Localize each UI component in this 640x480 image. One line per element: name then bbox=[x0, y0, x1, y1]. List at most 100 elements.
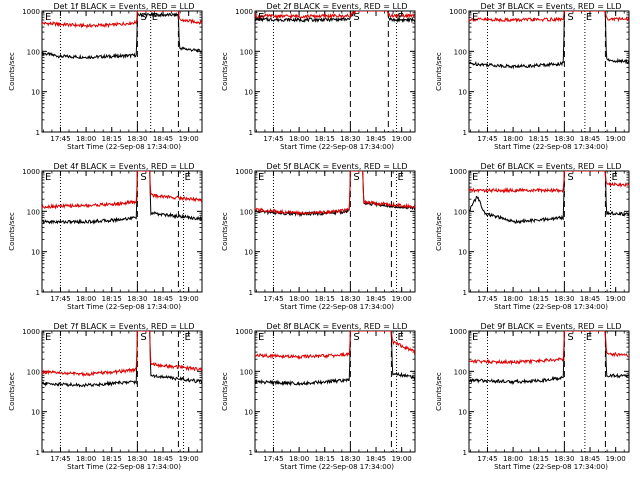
chart-6-series-lld bbox=[469, 171, 629, 194]
chart-6-marker-label: S bbox=[567, 172, 573, 183]
chart-3-x-tick-label: 18:00 bbox=[503, 135, 523, 143]
chart-9-title: Det 9f BLACK = Events, RED = LLD bbox=[480, 322, 621, 331]
chart-8-plot-frame bbox=[254, 330, 416, 453]
chart-9-y-tick-label: 10 bbox=[458, 409, 467, 417]
chart-2-title: Det 2f BLACK = Events, RED = LLD bbox=[266, 2, 407, 11]
chart-7-marker-label: E bbox=[185, 332, 191, 343]
chart-1-series-events bbox=[42, 11, 202, 60]
chart-3-y-tick-label: 1000 bbox=[449, 8, 467, 16]
chart-3-series-events bbox=[469, 11, 629, 70]
chart-9-marker-label: S bbox=[567, 332, 573, 343]
chart-9-y-tick-label: 1 bbox=[463, 449, 467, 457]
chart-5-x-tick-label: 18:15 bbox=[315, 295, 335, 303]
chart-1-x-tick-label: 18:00 bbox=[76, 135, 96, 143]
chart-4-y-tick-label: 10 bbox=[31, 249, 40, 257]
chart-6-y-tick-label: 1 bbox=[463, 289, 467, 297]
chart-7-marker-label: S bbox=[140, 332, 146, 343]
chart-2-y-tick-label: 1 bbox=[249, 129, 253, 137]
chart-2-marker-label: S bbox=[353, 12, 359, 23]
chart-7-x-axis-label: Start Time (22-Sep-08 17:34:00) bbox=[67, 463, 181, 471]
chart-panel-9: Det 9f BLACK = Events, RED = LLD 1 10 100 10… bbox=[435, 322, 630, 471]
chart-7-x-tick-label: 18:30 bbox=[127, 455, 147, 463]
chart-6-marker-label: E bbox=[612, 172, 618, 183]
chart-3-x-axis-label: Start Time (22-Sep-08 17:34:00) bbox=[494, 143, 608, 151]
chart-5-x-tick-label: 19:00 bbox=[392, 295, 412, 303]
chart-1-x-tick-label: 19:00 bbox=[179, 135, 199, 143]
chart-4-x-tick-label: 19:00 bbox=[179, 295, 199, 303]
chart-2-y-axis-label: Counts/sec bbox=[221, 52, 229, 91]
chart-6-x-axis-label: Start Time (22-Sep-08 17:34:00) bbox=[494, 303, 608, 311]
chart-1-y-tick-label: 1 bbox=[36, 129, 40, 137]
chart-9-x-tick-label: 17:45 bbox=[477, 455, 497, 463]
chart-6-title: Det 6f BLACK = Events, RED = LLD bbox=[480, 162, 621, 171]
chart-4-x-tick-label: 17:45 bbox=[50, 295, 70, 303]
chart-9-marker-label: E bbox=[586, 332, 592, 343]
chart-9-plot-frame bbox=[468, 330, 630, 453]
chart-5-marker-label: E bbox=[398, 172, 404, 183]
chart-4-x-tick-label: 18:00 bbox=[76, 295, 96, 303]
chart-7-y-tick-label: 1 bbox=[36, 449, 40, 457]
chart-4-marker-label: E bbox=[45, 172, 51, 183]
chart-2-series-lld bbox=[255, 11, 415, 20]
chart-8-y-tick-label: 1000 bbox=[235, 328, 253, 336]
chart-9-y-tick-label: 1000 bbox=[449, 328, 467, 336]
chart-6-y-tick-label: 10 bbox=[458, 249, 467, 257]
chart-7-title: Det 7f BLACK = Events, RED = LLD bbox=[53, 322, 194, 331]
chart-6-marker-label: E bbox=[472, 172, 478, 183]
chart-2-x-tick-label: 18:30 bbox=[340, 135, 360, 143]
chart-5-y-axis-label: Counts/sec bbox=[221, 212, 229, 251]
chart-8-x-tick-label: 18:45 bbox=[366, 455, 386, 463]
chart-5-y-tick-label: 1000 bbox=[235, 168, 253, 176]
chart-7-x-tick-label: 18:00 bbox=[76, 455, 96, 463]
chart-panel-8: Det 8f BLACK = Events, RED = LLD 1 10 100 10… bbox=[221, 322, 416, 471]
chart-9-x-tick-label: 18:30 bbox=[554, 455, 574, 463]
chart-9-series-lld bbox=[469, 331, 629, 366]
chart-8-x-tick-label: 18:00 bbox=[289, 455, 309, 463]
chart-3-x-tick-label: 18:30 bbox=[554, 135, 574, 143]
chart-5-marker-label: S bbox=[353, 172, 359, 183]
chart-9-y-tick-label: 100 bbox=[454, 368, 467, 376]
chart-3-y-tick-label: 100 bbox=[454, 48, 467, 56]
chart-2-y-tick-label: 1000 bbox=[235, 8, 253, 16]
chart-8-x-tick-label: 19:00 bbox=[392, 455, 412, 463]
chart-7-x-tick-label: 18:45 bbox=[153, 455, 173, 463]
chart-2-x-tick-label: 18:45 bbox=[366, 135, 386, 143]
chart-1-y-tick-label: 10 bbox=[31, 89, 40, 97]
chart-4-x-axis-label: Start Time (22-Sep-08 17:34:00) bbox=[67, 303, 181, 311]
chart-3-y-tick-label: 1 bbox=[463, 129, 467, 137]
chart-7-y-axis-label: Counts/sec bbox=[8, 372, 16, 411]
chart-5-plot-frame bbox=[254, 170, 416, 293]
chart-7-marker-label: E bbox=[45, 332, 51, 343]
chart-8-x-tick-label: 18:15 bbox=[315, 455, 335, 463]
chart-6-x-tick-label: 18:30 bbox=[554, 295, 574, 303]
chart-5-marker-label: E bbox=[258, 172, 264, 183]
chart-3-marker-label: E bbox=[586, 12, 592, 23]
chart-3-x-tick-label: 18:45 bbox=[580, 135, 600, 143]
chart-5-title: Det 5f BLACK = Events, RED = LLD bbox=[266, 162, 407, 171]
chart-panel-2: Det 2f BLACK = Events, RED = LLD 1 10 100 10… bbox=[221, 2, 416, 151]
chart-3-series-lld bbox=[469, 11, 629, 23]
chart-5-y-tick-label: 10 bbox=[244, 249, 253, 257]
chart-4-marker-label: E bbox=[185, 172, 191, 183]
chart-2-x-tick-label: 19:00 bbox=[392, 135, 412, 143]
chart-3-y-axis-label: Counts/sec bbox=[435, 52, 443, 91]
chart-7-x-tick-label: 19:00 bbox=[179, 455, 199, 463]
chart-2-marker-label: E bbox=[258, 12, 264, 23]
chart-8-y-tick-label: 10 bbox=[244, 409, 253, 417]
chart-5-x-tick-label: 18:45 bbox=[366, 295, 386, 303]
chart-3-marker-label: E bbox=[472, 12, 478, 23]
chart-2-x-tick-label: 17:45 bbox=[263, 135, 283, 143]
chart-5-x-tick-label: 18:00 bbox=[289, 295, 309, 303]
chart-1-plot-frame bbox=[41, 10, 203, 133]
chart-2-x-tick-label: 18:15 bbox=[315, 135, 335, 143]
chart-8-title: Det 8f BLACK = Events, RED = LLD bbox=[266, 322, 407, 331]
chart-1-x-tick-label: 17:45 bbox=[50, 135, 70, 143]
chart-4-y-axis-label: Counts/sec bbox=[8, 212, 16, 251]
chart-8-y-tick-label: 1 bbox=[249, 449, 253, 457]
chart-6-x-tick-label: 18:00 bbox=[503, 295, 523, 303]
chart-6-series-events bbox=[469, 171, 629, 224]
chart-5-series-lld bbox=[255, 171, 415, 216]
chart-8-x-tick-label: 18:30 bbox=[340, 455, 360, 463]
chart-7-y-tick-label: 1000 bbox=[22, 328, 40, 336]
